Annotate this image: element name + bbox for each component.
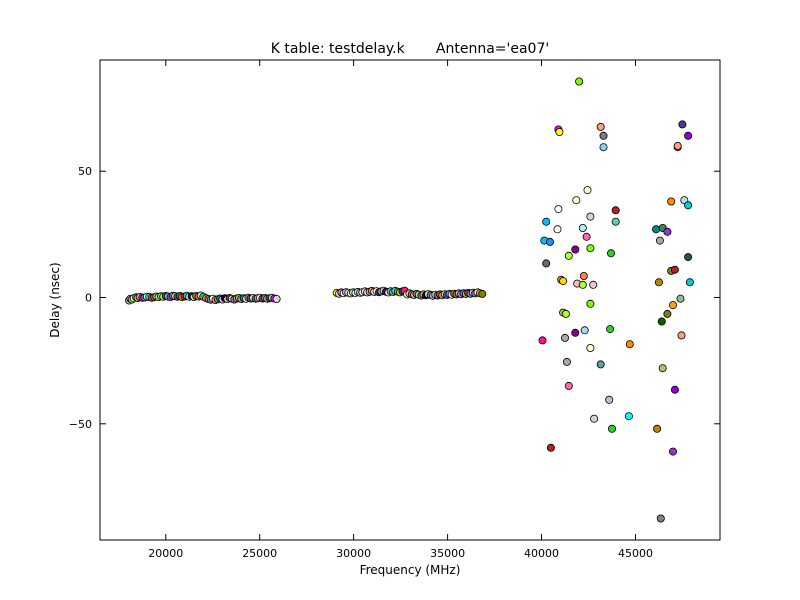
data-point <box>586 244 595 253</box>
data-point <box>663 227 672 236</box>
data-point <box>575 77 584 86</box>
data-point <box>608 424 617 433</box>
data-point <box>578 280 587 289</box>
data-point <box>611 206 620 215</box>
data-point <box>572 196 581 205</box>
data-point <box>580 326 589 335</box>
chart-title: K table: testdelay.k Antenna='ea07' <box>271 41 549 57</box>
x-tick-label: 35000 <box>430 547 465 560</box>
plot-frame <box>99 59 721 541</box>
data-point <box>586 212 595 221</box>
data-point <box>599 131 608 140</box>
data-point <box>590 414 599 423</box>
data-point <box>670 385 679 394</box>
data-point <box>684 131 693 140</box>
data-point <box>586 343 595 352</box>
y-tick-label: 50 <box>78 165 92 178</box>
data-point <box>538 336 547 345</box>
x-tick-label: 25000 <box>242 547 277 560</box>
data-point <box>553 225 562 234</box>
data-point <box>546 443 555 452</box>
data-point <box>684 253 693 262</box>
x-tick-label: 40000 <box>524 547 559 560</box>
data-point <box>611 217 620 226</box>
data-point <box>561 309 570 318</box>
data-point <box>589 280 598 289</box>
y-axis-label: Delay (nsec) <box>48 262 62 337</box>
data-point <box>559 277 568 286</box>
data-point <box>652 225 661 234</box>
data-point <box>599 143 608 152</box>
data-points <box>125 77 694 523</box>
data-point <box>564 381 573 390</box>
x-tick-label: 30000 <box>336 547 371 560</box>
data-point <box>571 328 580 337</box>
x-tick-label: 45000 <box>618 547 653 560</box>
y-tick-label: −50 <box>69 418 92 431</box>
data-point <box>562 357 571 366</box>
x-axis-label: Frequency (MHz) <box>360 563 461 577</box>
data-point <box>478 289 487 298</box>
data-point <box>663 309 672 318</box>
data-point <box>624 412 633 421</box>
data-point <box>670 265 679 274</box>
data-point <box>678 120 687 129</box>
data-point <box>653 424 662 433</box>
data-point <box>596 122 605 131</box>
data-point <box>583 186 592 195</box>
data-point <box>561 333 570 342</box>
data-point <box>607 249 616 258</box>
data-point <box>658 364 667 373</box>
data-point <box>673 141 682 150</box>
data-point <box>684 201 693 210</box>
data-point <box>654 278 663 287</box>
data-point <box>272 294 281 303</box>
data-point <box>657 317 666 326</box>
data-point <box>667 197 676 206</box>
y-tick-label: 0 <box>85 292 92 305</box>
data-point <box>578 223 587 232</box>
data-point <box>555 127 564 136</box>
data-point <box>655 236 664 245</box>
data-point <box>586 299 595 308</box>
data-point <box>669 301 678 310</box>
data-point <box>571 245 580 254</box>
data-point <box>582 232 591 241</box>
data-point <box>605 395 614 404</box>
data-point <box>546 237 555 246</box>
data-point <box>542 217 551 226</box>
data-point <box>676 294 685 303</box>
data-point <box>685 278 694 287</box>
data-point <box>542 259 551 268</box>
data-point <box>554 205 563 214</box>
data-point <box>677 331 686 340</box>
data-point <box>606 325 615 334</box>
data-point <box>656 514 665 523</box>
axis-ticks: 20000 25000 30000 35000 40000 45000 50 0 −50 <box>69 60 720 560</box>
data-point <box>596 360 605 369</box>
data-point <box>669 447 678 456</box>
data-point <box>564 251 573 260</box>
x-tick-label: 20000 <box>148 547 183 560</box>
data-point <box>579 271 588 280</box>
data-point <box>625 340 634 349</box>
